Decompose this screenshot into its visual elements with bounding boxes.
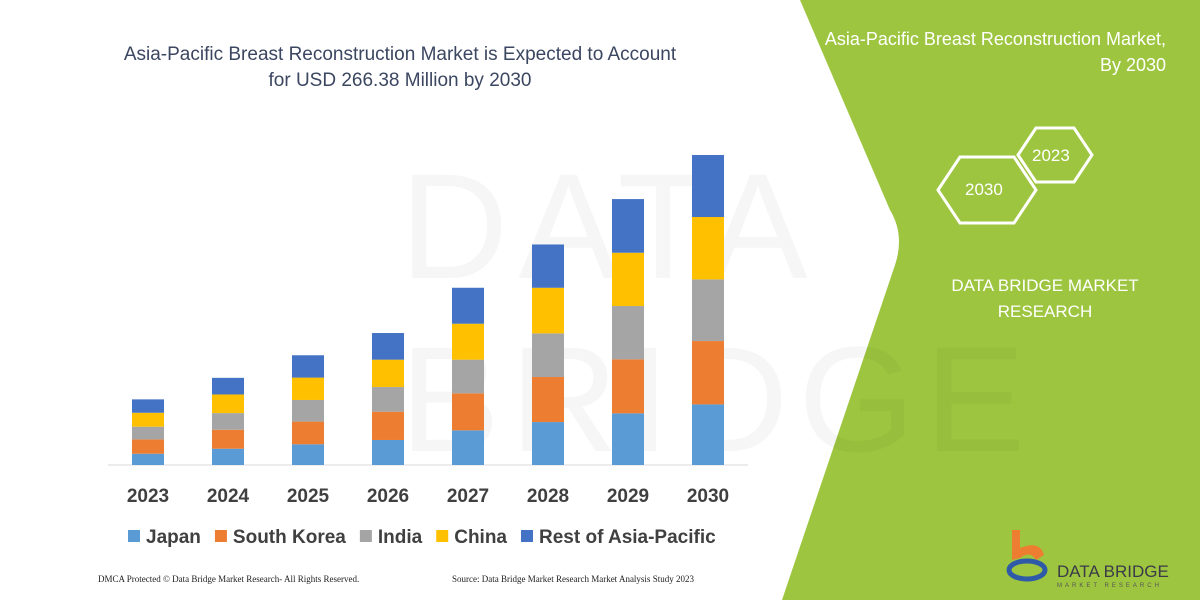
bar-segment-2025-china: [292, 377, 324, 400]
bar-segment-2029-rest-of-asia-pacific: [612, 199, 644, 253]
legend-label: Rest of Asia-Pacific: [539, 527, 716, 548]
bar-segment-2025-india: [292, 399, 324, 422]
bar-segment-2028-rest-of-asia-pacific: [532, 244, 564, 288]
bar-segment-2028-japan: [532, 422, 564, 465]
logo-name: DATA BRIDGE: [1057, 562, 1169, 581]
legend-label: India: [378, 527, 423, 548]
bar-segment-2023-china: [132, 412, 164, 427]
bar-segment-2026-rest-of-asia-pacific: [372, 333, 404, 360]
bar-segment-2029-china: [612, 252, 644, 307]
bar-segment-2024-japan: [212, 448, 244, 465]
bar-segment-2025-rest-of-asia-pacific: [292, 355, 324, 378]
legend-label: China: [454, 527, 507, 548]
bar-segment-2030-japan: [692, 404, 724, 465]
bar-segment-2027-rest-of-asia-pacific: [452, 287, 484, 324]
x-tick-label: 2026: [367, 486, 409, 507]
footer-source: Source: Data Bridge Market Research Mark…: [452, 574, 694, 584]
bar-segment-2029-japan: [612, 413, 644, 465]
bar-segment-2028-south-korea: [532, 377, 564, 423]
bar-segment-2030-india: [692, 279, 724, 342]
bar-segment-2029-south-korea: [612, 359, 644, 414]
bar-segment-2030-china: [692, 217, 724, 280]
legend-label: Japan: [146, 527, 201, 548]
bar-segment-2023-japan: [132, 453, 164, 465]
legend-swatch: [214, 530, 227, 542]
x-tick-label: 2023: [127, 486, 169, 507]
bar-segment-2025-south-korea: [292, 421, 324, 445]
x-tick-label: 2025: [287, 486, 330, 507]
bar-segment-2027-south-korea: [452, 393, 484, 431]
x-tick-label: 2029: [607, 486, 649, 507]
bar-segment-2030-south-korea: [692, 341, 724, 405]
legend-swatch: [128, 530, 140, 542]
bar-segment-2026-japan: [372, 439, 404, 465]
bar-segment-2027-india: [452, 359, 484, 394]
x-tick-label: 2030: [687, 486, 729, 507]
bar-segment-2023-rest-of-asia-pacific: [132, 399, 164, 413]
bar-segment-2028-china: [532, 287, 564, 334]
bar-segment-2023-south-korea: [132, 439, 164, 454]
bar-segment-2025-japan: [292, 444, 324, 465]
bar-segment-2023-india: [132, 426, 164, 440]
green-panel: [782, 0, 1200, 600]
legend-swatch: [436, 530, 449, 542]
bar-segment-2029-india: [612, 306, 644, 360]
bar-segment-2024-india: [212, 413, 244, 430]
hex-label-2030: 2030: [965, 180, 1003, 199]
legend-swatch: [359, 530, 372, 542]
bar-segment-2027-japan: [452, 430, 484, 465]
bar-segment-2027-china: [452, 323, 484, 360]
bar-segment-2026-india: [372, 387, 404, 412]
bar-segment-2026-south-korea: [372, 411, 404, 440]
side-panel-title: Asia-Pacific Breast Reconstruction Marke…: [824, 29, 1166, 75]
bar-segment-2026-china: [372, 359, 404, 388]
x-tick-label: 2027: [447, 486, 489, 507]
bar-segment-2024-rest-of-asia-pacific: [212, 377, 244, 395]
bar-segment-2030-rest-of-asia-pacific: [692, 154, 724, 218]
legend-swatch: [521, 530, 533, 542]
footer-copyright: DMCA Protected © Data Bridge Market Rese…: [98, 574, 360, 584]
chart-title: Asia-Pacific Breast Reconstruction Marke…: [123, 44, 677, 91]
hex-label-2023: 2023: [1032, 146, 1070, 165]
stacked-bar-chart: 2023 2024 2025 2026 2027 2028 2029 2030 Japan Sou…: [108, 154, 748, 548]
bar-segment-2028-india: [532, 333, 564, 378]
bar-segment-2024-south-korea: [212, 429, 244, 449]
x-tick-label: 2028: [527, 486, 569, 507]
logo-subtitle: MARKET RESEARCH: [1057, 583, 1162, 589]
x-tick-label: 2024: [207, 486, 250, 507]
bar-segment-2024-china: [212, 394, 244, 414]
brand-text: DATA BRIDGE MARKET RESEARCH: [951, 276, 1139, 321]
legend-label: South Korea: [233, 527, 346, 548]
